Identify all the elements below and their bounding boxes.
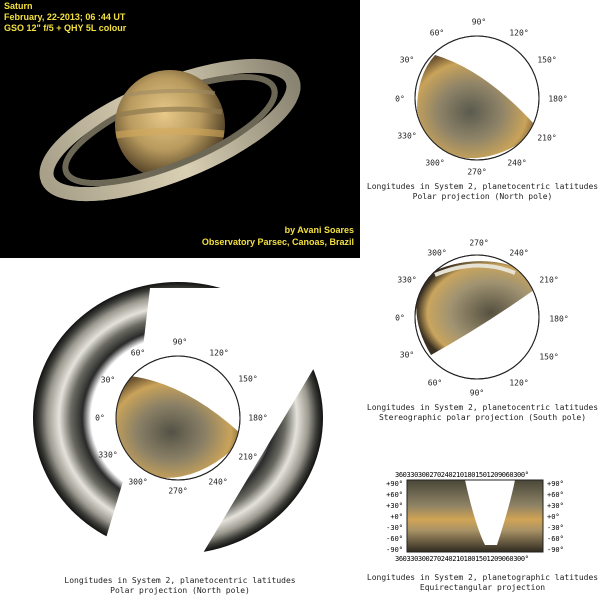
eq-lat-left: +90° +60° +30° +0° -30° -60° -90° — [386, 480, 403, 554]
ss-lon-120: 120° — [509, 378, 529, 388]
equirect-panel: 3603303002702402101801501209060300° +90°… — [365, 465, 600, 600]
np-lon-60: 60° — [429, 28, 445, 38]
np-lon-30: 30° — [399, 55, 415, 65]
nl-lon-60: 60° — [130, 348, 146, 358]
nl-lon-300: 300° — [128, 477, 148, 487]
north-polar-map — [414, 35, 540, 161]
nl-lon-240: 240° — [208, 477, 228, 487]
saturn-image — [39, 58, 301, 202]
ss-lon-60: 60° — [427, 378, 443, 388]
ss-caption: Longitudes in System 2, planetocentric l… — [366, 403, 599, 422]
nl-lon-270: 270° — [168, 486, 188, 496]
photo-title: Saturn — [4, 1, 33, 11]
ss-lon-90: 90° — [469, 388, 485, 398]
np-lon-150: 150° — [537, 55, 557, 65]
nl-lon-180: 180° — [248, 413, 268, 423]
ss-lon-150: 150° — [539, 352, 559, 362]
nl-lon-120: 120° — [209, 348, 229, 358]
ss-lon-180: 180° — [549, 314, 569, 324]
equirect-map — [406, 479, 544, 553]
photo-date: February, 22-2013; 06 :44 UT — [4, 12, 126, 22]
ss-lon-30: 30° — [399, 350, 415, 360]
ss-lon-210: 210° — [539, 275, 559, 285]
np-lon-330: 330° — [397, 131, 417, 141]
ss-lon-270: 270° — [469, 238, 489, 248]
south-stereo-panel: 270° 240° 210° 180° 150° 120° 90° 60° 30… — [365, 235, 600, 425]
np-lon-240: 240° — [507, 158, 527, 168]
ss-lon-330: 330° — [397, 275, 417, 285]
np-lon-90: 90° — [471, 17, 487, 27]
np-lon-270: 270° — [467, 167, 487, 177]
eq-bottom-axis: 3603303002702402101801501209060300° — [395, 555, 529, 563]
nl-caption: Longitudes in System 2, planetocentric l… — [64, 576, 296, 595]
north-polar-large-map — [33, 282, 323, 558]
nl-lon-210: 210° — [238, 452, 258, 462]
eq-lat-right: +90° +60° +30° +0° -30° -60° -90° — [547, 480, 564, 554]
np-lon-210: 210° — [537, 133, 557, 143]
photo-observatory: Observatory Parsec, Canoas, Brazil — [201, 237, 354, 247]
saturn-photo: Saturn February, 22-2013; 06 :44 UT GSO … — [0, 0, 360, 258]
photo-equipment: GSO 12" f/5 + QHY 5L colour — [4, 23, 127, 33]
south-stereo-map — [414, 254, 540, 380]
nl-lon-30: 30° — [100, 375, 116, 385]
photo-author: by Avani Soares — [284, 225, 354, 235]
nl-lon-90: 90° — [172, 337, 188, 347]
north-polar-panel: 90° 120° 150° 180° 210° 240° 270° 300° 3… — [365, 0, 600, 210]
np-caption: Longitudes in System 2, planetocentric l… — [366, 182, 599, 201]
nl-lon-330: 330° — [98, 450, 118, 460]
eq-top-axis: 3603303002702402101801501209060300° — [395, 471, 529, 479]
np-lon-180: 180° — [548, 94, 568, 104]
nl-lon-0: 0° — [95, 413, 105, 423]
eq-caption: Longitudes in System 2, planetographic l… — [366, 573, 599, 592]
ss-lon-240: 240° — [509, 248, 529, 258]
np-lon-120: 120° — [509, 28, 529, 38]
ss-lon-0: 0° — [395, 313, 405, 323]
nl-lon-150: 150° — [238, 374, 258, 384]
ss-lon-300: 300° — [427, 248, 447, 258]
north-polar-large-panel: 90° 120° 150° 180° 210° 240° 270° 300° 3… — [0, 258, 360, 600]
np-lon-0: 0° — [395, 94, 405, 104]
np-lon-300: 300° — [425, 158, 445, 168]
